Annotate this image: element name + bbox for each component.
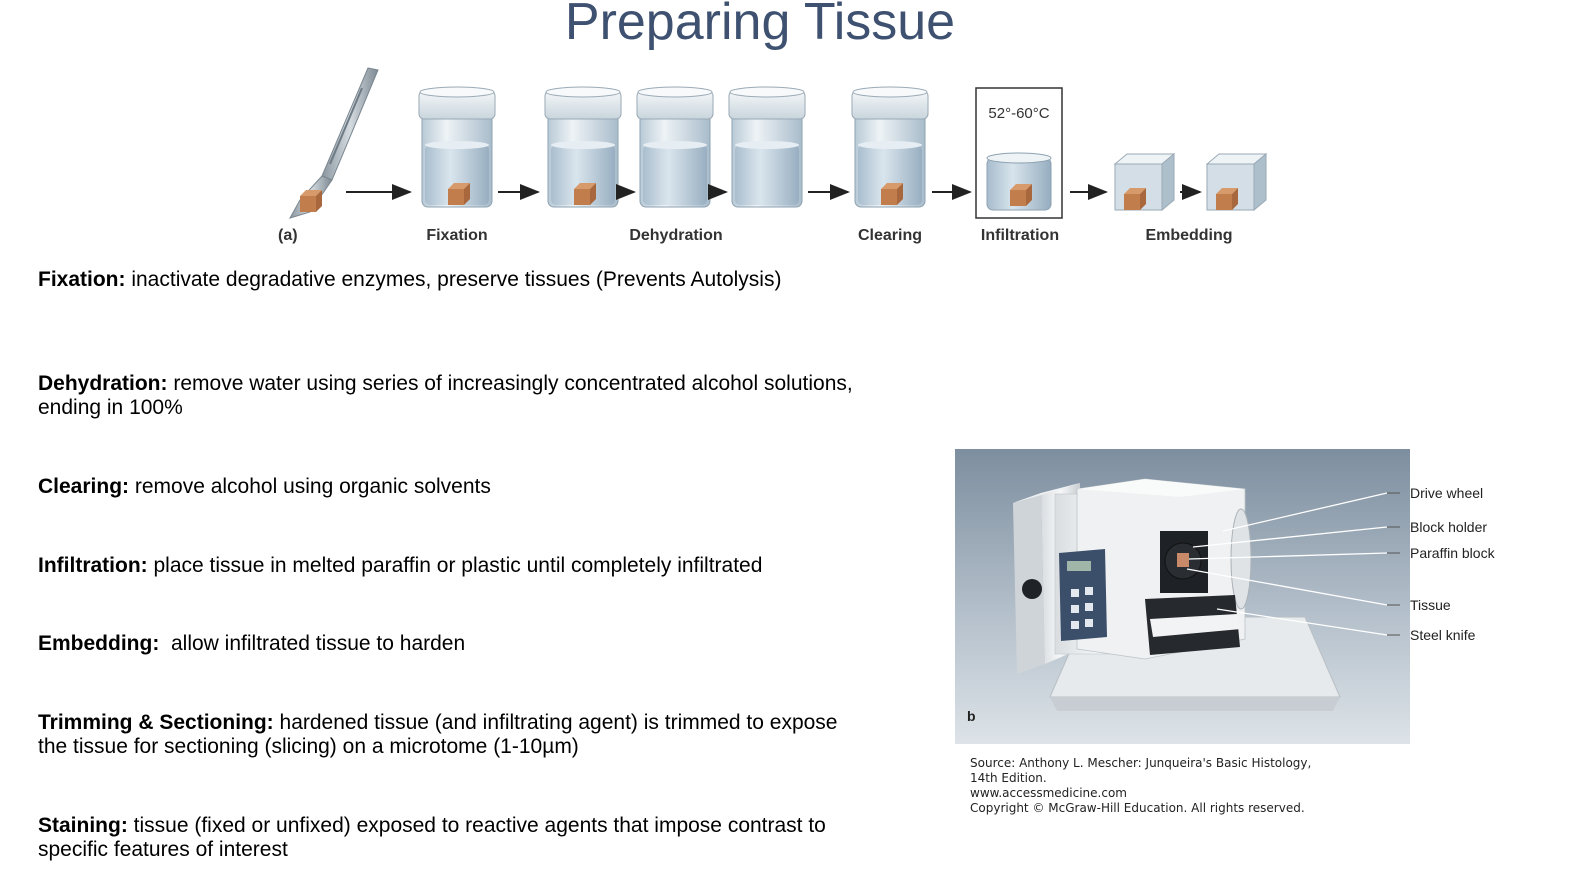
drive-wheel-label: Drive wheel <box>1410 485 1483 501</box>
fixation-label: Fixation <box>426 227 487 244</box>
tissue-processing-diagram: (a) 52°-60°C <box>278 67 1268 244</box>
definition-term: Dehydration: <box>38 372 168 395</box>
definition-term: Trimming & Sectioning: <box>38 711 274 734</box>
definition-text: inactivate degradative enzymes, preserve… <box>125 268 782 291</box>
definition-text: place tissue in melted paraffin or plast… <box>147 554 763 577</box>
definition-term: Staining: <box>38 814 128 837</box>
definition-trimming-sectioning: Trimming & Sectioning: hardened tissue (… <box>38 711 858 759</box>
tissue-sample-icon <box>300 190 322 212</box>
source-line: Copyright © McGraw-Hill Education. All r… <box>970 801 1305 815</box>
definition-text: tissue (fixed or unfixed) exposed to rea… <box>38 814 826 861</box>
source-citation: Source: Anthony L. Mescher: Junqueira's … <box>970 756 1390 816</box>
temperature-label: 52°-60°C <box>988 105 1049 122</box>
clearing-label: Clearing <box>858 227 922 244</box>
microtome-figure: b Drive wheel Block holder Paraffin bloc… <box>955 449 1496 744</box>
step-a-label: (a) <box>278 227 298 244</box>
paraffin-block-label: Paraffin block <box>1410 545 1496 561</box>
definition-fixation: Fixation: inactivate degradative enzymes… <box>38 268 858 292</box>
definition-dehydration: Dehydration: remove water using series o… <box>38 372 858 420</box>
embedding-block-1-icon <box>1113 152 1176 212</box>
definition-text: remove water using series of increasingl… <box>38 372 853 419</box>
source-line: 14th Edition. <box>970 771 1047 785</box>
dehydration-jar-1-icon <box>544 86 622 208</box>
microtome-icon <box>1013 478 1341 711</box>
definition-infiltration: Infiltration: place tissue in melted par… <box>38 554 858 578</box>
dehydration-label: Dehydration <box>629 227 722 244</box>
definition-embedding: Embedding: allow infiltrated tissue to h… <box>38 632 858 656</box>
dehydration-jar-2-icon <box>636 86 714 208</box>
definition-term: Embedding: <box>38 632 160 655</box>
source-line: Source: Anthony L. Mescher: Junqueira's … <box>970 756 1312 770</box>
definition-text: allow infiltrated tissue to harden <box>159 632 466 655</box>
source-line: www.accessmedicine.com <box>970 786 1127 800</box>
leader-lines <box>1186 492 1388 636</box>
embedding-label: Embedding <box>1145 227 1232 244</box>
panel-b-label: b <box>967 708 976 724</box>
page-title: Preparing Tissue <box>564 0 956 51</box>
infiltration-oven-icon: 52°-60°C <box>975 87 1063 219</box>
dehydration-jar-3-icon <box>728 86 806 208</box>
definition-term: Fixation: <box>38 268 126 291</box>
definition-text: remove alcohol using organic solvents <box>129 475 491 498</box>
fixation-jar-icon <box>418 86 496 208</box>
definition-text: hardened tissue (and infiltrating agent)… <box>38 711 838 758</box>
definition-staining: Staining: tissue (fixed or unfixed) expo… <box>38 814 858 862</box>
steel-knife-label: Steel knife <box>1410 627 1476 643</box>
infiltration-label: Infiltration <box>981 227 1059 244</box>
tissue-label: Tissue <box>1410 597 1451 613</box>
definition-clearing: Clearing: remove alcohol using organic s… <box>38 475 858 499</box>
definition-term: Clearing: <box>38 475 130 498</box>
embedding-block-2-icon <box>1205 152 1268 212</box>
definition-term: Infiltration: <box>38 554 148 577</box>
clearing-jar-icon <box>851 86 929 208</box>
block-holder-label: Block holder <box>1410 519 1487 535</box>
